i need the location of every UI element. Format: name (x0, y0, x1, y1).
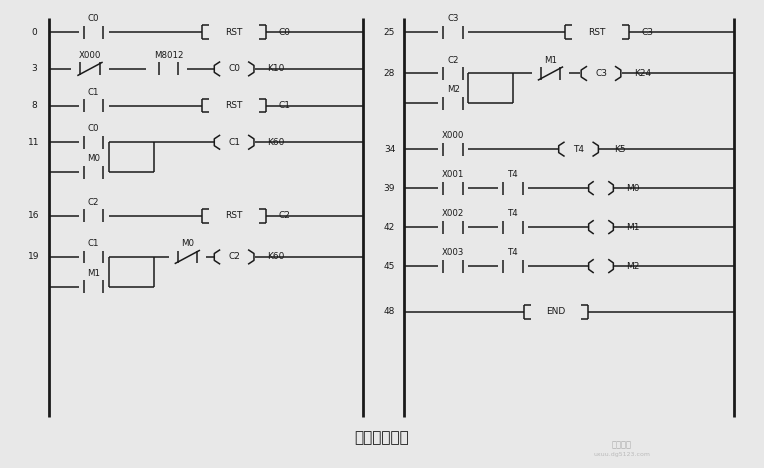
Text: C1: C1 (88, 239, 99, 248)
Text: K60: K60 (267, 252, 284, 262)
Text: X003: X003 (442, 249, 465, 257)
Text: RST: RST (588, 28, 606, 37)
Text: C2: C2 (279, 211, 290, 220)
Text: 42: 42 (384, 223, 395, 232)
Text: C0: C0 (88, 124, 99, 133)
Text: X001: X001 (442, 170, 465, 179)
Text: 时钉电路程序: 时钉电路程序 (354, 431, 410, 446)
Text: M1: M1 (87, 269, 100, 278)
Text: 11: 11 (28, 138, 40, 147)
Text: C3: C3 (642, 28, 654, 37)
Text: C0: C0 (88, 15, 99, 23)
Text: K60: K60 (267, 138, 284, 147)
Text: 0: 0 (31, 28, 37, 37)
Text: K5: K5 (614, 145, 626, 154)
Text: C2: C2 (448, 56, 459, 65)
Text: M1: M1 (544, 56, 557, 65)
Text: 8: 8 (31, 101, 37, 110)
Text: C2: C2 (88, 198, 99, 207)
Text: END: END (546, 307, 565, 316)
Text: T4: T4 (507, 170, 519, 179)
Text: M2: M2 (626, 262, 639, 271)
Text: RST: RST (225, 211, 243, 220)
Text: M2: M2 (447, 86, 460, 95)
Text: K10: K10 (267, 65, 284, 73)
Text: 28: 28 (384, 69, 395, 78)
Text: C2: C2 (228, 252, 240, 262)
Text: M0: M0 (87, 154, 100, 163)
Text: 16: 16 (28, 211, 40, 220)
Text: 25: 25 (384, 28, 395, 37)
Text: RST: RST (225, 101, 243, 110)
Text: C1: C1 (228, 138, 240, 147)
Text: T4: T4 (573, 145, 584, 154)
Text: X000: X000 (442, 132, 465, 140)
Text: 34: 34 (384, 145, 395, 154)
Text: C0: C0 (228, 65, 240, 73)
Text: C1: C1 (88, 88, 99, 97)
Text: C3: C3 (595, 69, 607, 78)
Text: 19: 19 (28, 252, 40, 262)
Text: M0: M0 (626, 183, 639, 193)
Text: C3: C3 (448, 15, 459, 23)
Text: M8012: M8012 (154, 51, 183, 60)
Text: uxuu.dg5123.com: uxuu.dg5123.com (593, 452, 650, 457)
Text: T4: T4 (507, 249, 519, 257)
Text: 电工天下: 电工天下 (612, 440, 632, 449)
Text: K24: K24 (634, 69, 651, 78)
Text: 45: 45 (384, 262, 395, 271)
Text: M1: M1 (626, 223, 639, 232)
Text: 3: 3 (31, 65, 37, 73)
Text: T4: T4 (507, 209, 519, 218)
Text: X000: X000 (79, 51, 101, 60)
Text: C0: C0 (279, 28, 290, 37)
Text: M0: M0 (181, 239, 194, 248)
Text: RST: RST (225, 28, 243, 37)
Text: C1: C1 (279, 101, 290, 110)
Text: 39: 39 (384, 183, 395, 193)
Text: 48: 48 (384, 307, 395, 316)
Text: X002: X002 (442, 209, 465, 218)
